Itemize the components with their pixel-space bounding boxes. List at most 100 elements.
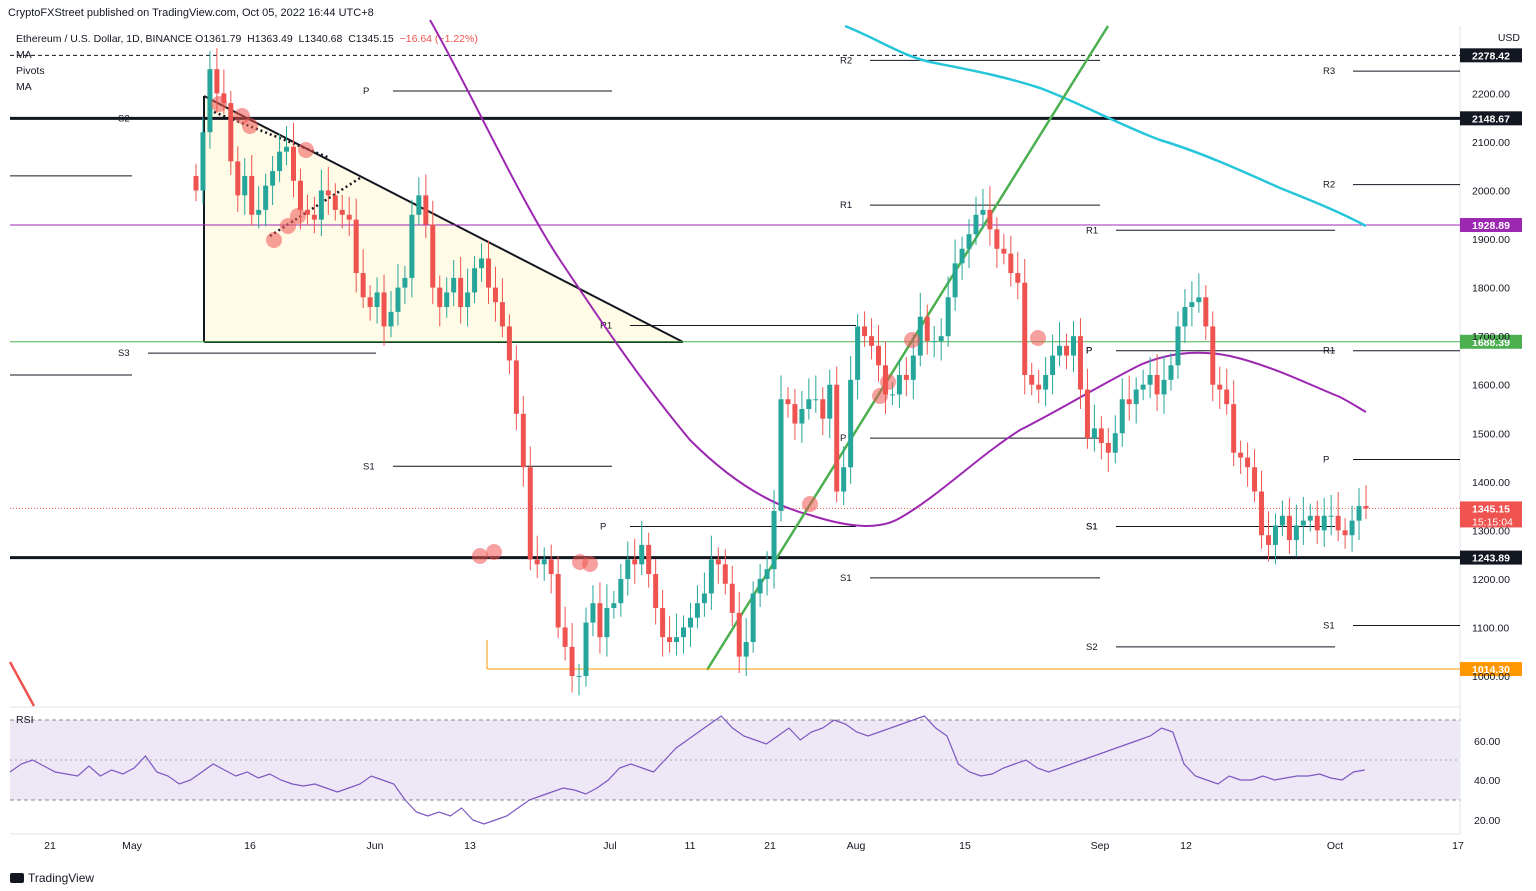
candle-body <box>207 69 213 133</box>
candle-body <box>437 287 443 308</box>
candle-body <box>409 214 415 278</box>
candle-body <box>492 287 498 303</box>
candle-body <box>1008 253 1014 274</box>
x-tick-label: Aug <box>847 840 866 852</box>
level-badge <box>1460 218 1522 233</box>
candle-body <box>945 297 951 337</box>
candle-body <box>430 224 436 288</box>
rsi-tick-60: 60.00 <box>1474 736 1500 748</box>
level-label: 1345.15 <box>1472 503 1510 515</box>
candle-body <box>304 209 310 215</box>
level-label: 2148.67 <box>1472 113 1510 125</box>
candle-body <box>994 229 1000 249</box>
candle-body <box>903 374 909 380</box>
red-trend-line <box>8 661 36 707</box>
candle-body <box>576 676 582 677</box>
candle-body <box>291 146 296 181</box>
candle-body <box>1252 467 1258 492</box>
x-tick-label: May <box>122 840 143 852</box>
candle-body <box>952 263 958 298</box>
pivot-label: R1 <box>1086 225 1098 236</box>
candle-body <box>1154 374 1160 395</box>
level-label: 1243.89 <box>1472 553 1510 565</box>
candle-body <box>1098 428 1104 443</box>
candle-body <box>597 603 603 638</box>
candle-body <box>562 627 568 647</box>
y-tick-label: 1800.00 <box>1472 283 1510 295</box>
ohlc-h-label: H <box>247 33 255 45</box>
candle-body <box>346 214 352 220</box>
candle-body <box>869 336 875 346</box>
candle-body <box>701 593 707 604</box>
candle-body <box>297 180 303 210</box>
candle-body <box>228 103 234 162</box>
candle-body <box>486 258 491 288</box>
candle-body <box>1029 374 1035 385</box>
level-badge <box>1460 550 1522 565</box>
highlight-marker <box>242 118 258 134</box>
triangle-upper-line <box>203 95 684 343</box>
highlight-marker <box>211 96 227 112</box>
candle-body <box>757 578 763 594</box>
candle-body <box>242 175 248 196</box>
candle-body <box>325 190 331 196</box>
y-tick-label: 2100.00 <box>1472 137 1510 149</box>
candle-body <box>1175 326 1181 366</box>
level-badge <box>1460 334 1522 349</box>
x-tick-label: 13 <box>464 840 476 852</box>
candle-body <box>1286 515 1292 541</box>
candle-body <box>611 603 617 609</box>
indicator-pivots[interactable]: Pivots <box>16 65 45 77</box>
ohlc-change: −16.64 (−1.22%) <box>399 33 478 45</box>
candle-body <box>980 209 986 215</box>
candle-body <box>687 617 693 628</box>
candle-body <box>263 185 269 210</box>
candle-body <box>1189 302 1195 308</box>
candle-body <box>541 559 547 565</box>
candle-body <box>1238 452 1244 458</box>
highlight-marker <box>880 374 896 390</box>
candle-body <box>1335 515 1341 531</box>
candle-body <box>416 195 422 215</box>
tradingview-logo-icon <box>10 873 24 883</box>
candle-body <box>534 559 540 565</box>
pivot-label: S1 <box>1086 521 1098 532</box>
candle-body <box>639 544 645 565</box>
candle-body <box>736 612 742 657</box>
symbol-legend[interactable]: Ethereum / U.S. Dollar, 1D, BINANCE O136… <box>16 33 478 45</box>
currency-label: USD <box>1497 32 1520 44</box>
candle-body <box>1217 384 1223 390</box>
y-tick-label: 2200.00 <box>1472 88 1510 100</box>
y-tick-label: 1700.00 <box>1472 331 1510 343</box>
candle-body <box>444 292 450 308</box>
candle-body <box>381 292 387 327</box>
y-tick-label: 1200.00 <box>1472 574 1510 586</box>
candle-body <box>1196 297 1202 303</box>
tradingview-logo[interactable]: TradingView <box>10 871 94 885</box>
candle-body <box>1015 273 1021 283</box>
candle-body <box>862 326 868 337</box>
candle-body <box>1210 326 1216 385</box>
indicator-ma-1[interactable]: MA <box>16 49 32 61</box>
y-tick-label: 1600.00 <box>1472 380 1510 392</box>
pivot-label: P <box>840 433 846 444</box>
level-badge <box>1460 48 1522 63</box>
published-note: CryptoFXStreet published on TradingView.… <box>8 7 374 19</box>
y-tick-label: 1000.00 <box>1472 671 1510 683</box>
candle-body <box>834 384 840 492</box>
indicator-ma-2[interactable]: MA <box>16 81 32 93</box>
x-tick-label: Sep <box>1091 840 1110 852</box>
candle-body <box>311 214 317 220</box>
rsi-label: RSI <box>16 714 34 726</box>
candle-body <box>1147 374 1153 385</box>
candle-body <box>1272 525 1278 545</box>
highlight-marker <box>802 496 818 512</box>
x-tick-label: 21 <box>44 840 56 852</box>
pivot-label: P <box>363 86 369 97</box>
candle-body <box>479 258 485 269</box>
candle-body <box>1293 525 1299 541</box>
candle-body <box>339 209 345 215</box>
candle-body <box>910 355 916 380</box>
candle-body <box>1071 336 1076 356</box>
